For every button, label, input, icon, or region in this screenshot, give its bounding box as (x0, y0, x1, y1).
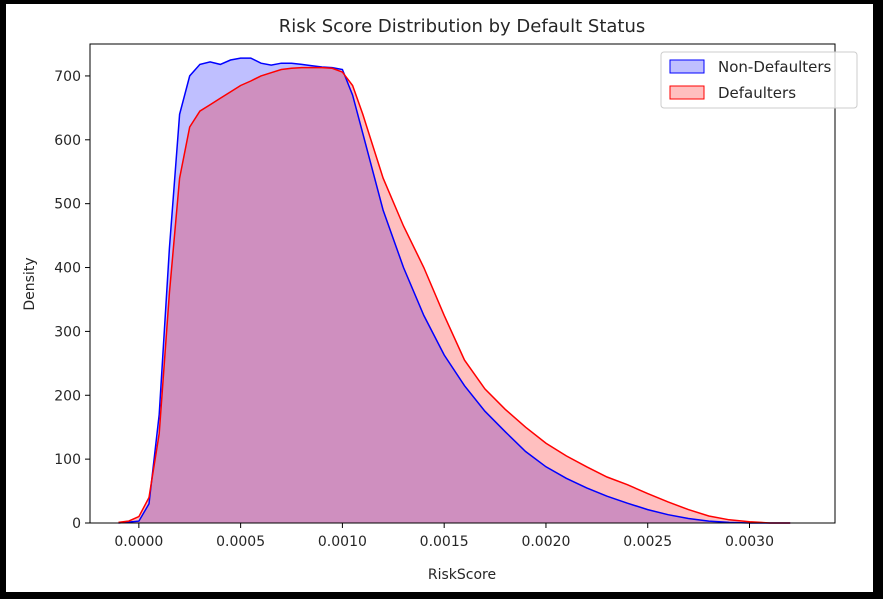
series-area-defaulters (118, 67, 791, 523)
figure: 0.0000 0.0005 0.0010 0.0015 0.0020 0.0025 0.00… (6, 4, 873, 592)
x-tick-label: 0.0015 (420, 534, 469, 550)
plot-frame (89, 43, 836, 524)
x-tick-label: 0.0020 (521, 534, 570, 550)
series-line-defaulters (118, 66, 791, 524)
legend-frame (660, 51, 858, 109)
legend-swatch-defaulters (669, 85, 705, 100)
x-axis-label: RiskScore (428, 567, 496, 583)
density-lines (118, 57, 791, 524)
x-tick-label: 0.0000 (114, 534, 163, 550)
legend-label-defaulters: Defaulters (718, 84, 796, 102)
y-tick-label: 400 (54, 261, 81, 277)
x-tick-label: 0.0025 (623, 534, 672, 550)
x-tick-label: 0.0010 (318, 534, 367, 550)
x-tick-label: 0.0005 (216, 534, 265, 550)
legend-label-non-defaulters: Non-Defaulters (718, 58, 832, 76)
density-areas (118, 58, 791, 523)
y-tick-label: 300 (54, 324, 81, 340)
y-tick-label: 200 (54, 388, 81, 404)
series-line-non-defaulters (118, 57, 791, 524)
legend-swatch-non-defaulters (669, 59, 705, 74)
y-tick-label: 500 (54, 197, 81, 213)
series-area-non-defaulters (118, 58, 791, 523)
y-tick-label: 600 (54, 133, 81, 149)
x-axis-ticks: 0.0000 0.0005 0.0010 0.0015 0.0020 0.0025 0.00… (114, 523, 774, 550)
y-tick-label: 700 (54, 69, 81, 85)
x-tick-label: 0.0030 (725, 534, 774, 550)
legend: Non-Defaulters Defaulters (660, 51, 858, 109)
y-axis-ticks: 0 100 200 300 400 500 600 700 (54, 69, 90, 532)
y-tick-label: 100 (54, 452, 81, 468)
y-tick-label: 0 (72, 516, 81, 532)
density-chart: 0.0000 0.0005 0.0010 0.0015 0.0020 0.0025 0.00… (22, 16, 858, 583)
chart-title: Risk Score Distribution by Default Statu… (279, 16, 646, 37)
y-axis-label: Density (22, 257, 38, 310)
